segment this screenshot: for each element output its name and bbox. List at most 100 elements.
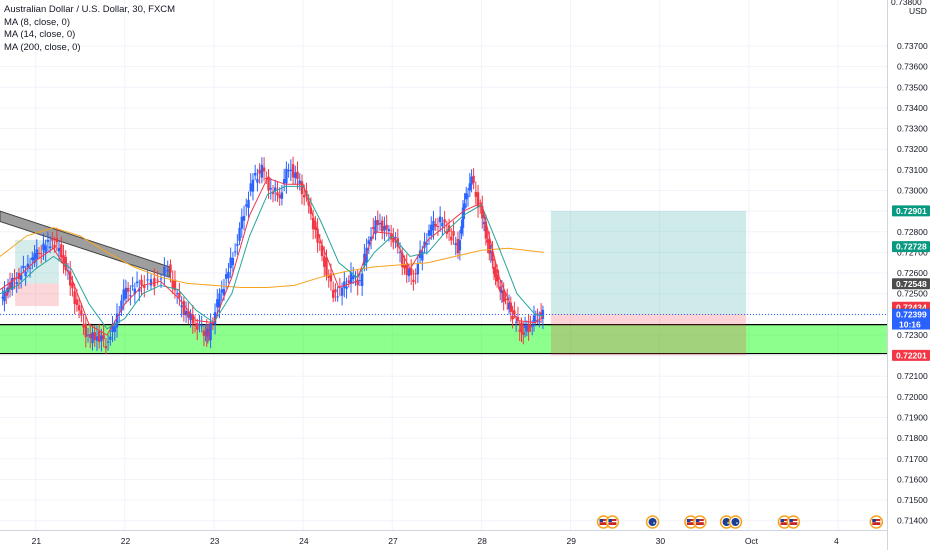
candle-body	[133, 288, 137, 295]
candle-body	[213, 312, 217, 325]
candle-body	[425, 243, 428, 245]
candle-body	[495, 274, 499, 282]
candle-body	[171, 280, 174, 289]
candle-body	[289, 169, 293, 171]
candle-body	[378, 223, 382, 225]
flag-field	[648, 518, 657, 526]
candle-body	[3, 290, 6, 302]
candle-body	[347, 280, 350, 283]
candle-body	[358, 280, 362, 282]
price-axis-label: 0.72800	[897, 227, 928, 237]
candle-body	[265, 178, 268, 180]
ma8-line	[0, 177, 545, 336]
price-axis-label: 0.72300	[897, 330, 928, 340]
candle-body	[242, 215, 246, 221]
candle-body	[71, 282, 74, 289]
candle-body	[15, 282, 18, 285]
candle-body	[481, 206, 484, 219]
candle-body	[470, 176, 473, 185]
price-tag-label: 0.72434	[896, 302, 927, 312]
candle-body	[109, 336, 112, 340]
candle-body	[405, 263, 408, 276]
candle-body	[298, 180, 301, 184]
candle-body	[349, 272, 353, 284]
candle-body	[412, 279, 415, 282]
candle-body	[51, 238, 54, 241]
candle-body	[135, 281, 139, 284]
candle-body	[184, 310, 188, 316]
candle-body	[247, 199, 250, 208]
candle-body	[269, 188, 272, 190]
candle-body	[249, 183, 252, 192]
candle-body	[280, 192, 284, 199]
flag-canton	[695, 519, 700, 522]
candle-body	[511, 315, 514, 320]
candle-body	[450, 236, 453, 241]
candle-body	[200, 325, 203, 327]
price-axis-label: 0.73600	[897, 62, 928, 72]
candle-body	[240, 216, 244, 229]
candle-body	[189, 313, 192, 321]
candle-body	[1, 296, 4, 299]
candle-body	[198, 324, 201, 326]
candle-body	[282, 179, 286, 184]
candle-body	[432, 220, 435, 231]
candle-body	[476, 192, 480, 208]
candle-body	[222, 288, 226, 296]
candle-body	[291, 164, 295, 178]
candle-body	[5, 292, 8, 296]
ma14-line	[0, 185, 544, 330]
candle-body	[409, 268, 413, 275]
price-tag-bg	[892, 278, 930, 290]
flag-field	[722, 518, 731, 526]
candle-body	[534, 319, 537, 321]
candle-body	[352, 275, 355, 280]
candle-body	[522, 332, 525, 335]
time-axis-label: 30	[656, 536, 666, 546]
candle-body	[430, 224, 433, 236]
candle-body	[327, 275, 330, 278]
candle-body	[95, 336, 99, 341]
flag-canton	[686, 519, 691, 522]
candle-body	[159, 278, 163, 280]
candle-body	[325, 257, 328, 276]
time-axis-label: 22	[121, 536, 131, 546]
candle-body	[46, 239, 50, 242]
candle-body	[329, 273, 333, 282]
time-axis-label: 28	[477, 536, 487, 546]
candle-body	[369, 236, 373, 241]
candle-body	[454, 243, 457, 246]
candle-body	[401, 252, 404, 268]
candle-body	[383, 226, 386, 231]
candle-body	[120, 300, 123, 311]
candle-body	[356, 279, 359, 286]
candle-body	[233, 251, 237, 253]
candle-body	[8, 282, 12, 290]
candle-body	[22, 265, 25, 269]
flag-canton	[780, 519, 784, 522]
candle-body	[271, 191, 275, 195]
candle-body	[106, 341, 110, 343]
candle-body	[427, 230, 431, 236]
price-tag-label: 0.72728	[896, 242, 927, 252]
candle-body	[143, 285, 146, 288]
flag-canton	[789, 519, 793, 522]
candle-body	[407, 268, 411, 277]
flag-stripe-white	[599, 521, 608, 523]
au-flag-icon	[645, 515, 660, 529]
candle-body	[48, 246, 52, 249]
candle-body	[64, 256, 67, 270]
au-flag-icon	[728, 515, 743, 529]
candle-body	[323, 256, 326, 267]
candle-body	[520, 322, 523, 333]
candle-body	[75, 299, 79, 306]
candle-body	[394, 237, 397, 239]
candle-body	[196, 322, 199, 330]
candle-body	[345, 286, 348, 289]
candle-body	[381, 220, 384, 232]
candle-body	[60, 244, 63, 258]
flag-stripe-white	[608, 521, 617, 523]
candle-body	[314, 221, 317, 230]
